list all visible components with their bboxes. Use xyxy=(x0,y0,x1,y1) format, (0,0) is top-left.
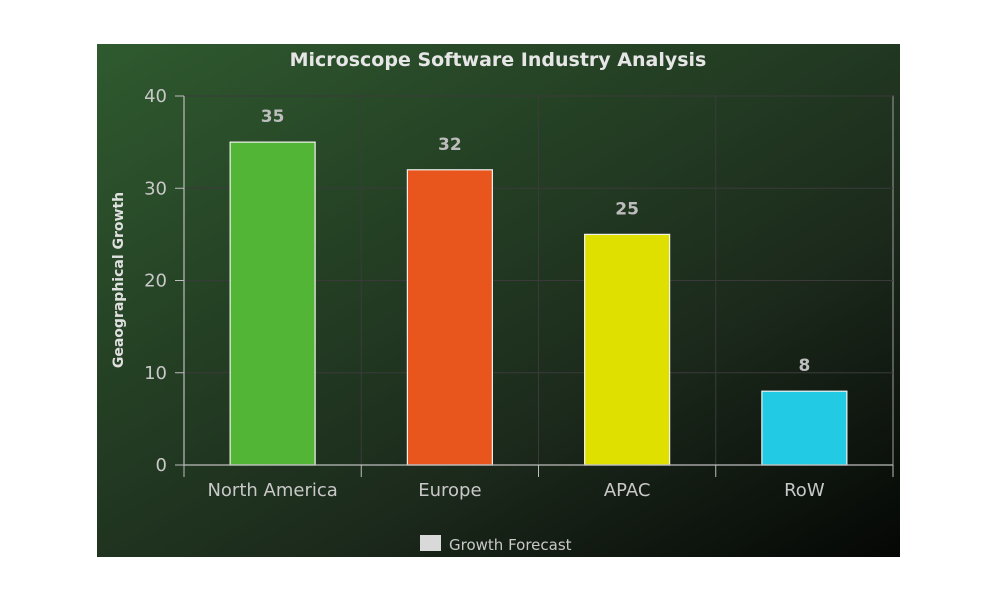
legend-swatch xyxy=(420,535,441,551)
bar xyxy=(406,169,493,466)
y-tick-label: 20 xyxy=(144,271,167,292)
legend: Growth Forecast xyxy=(420,535,572,554)
bar xyxy=(229,141,316,466)
y-tick-label: 40 xyxy=(144,86,167,107)
bars xyxy=(229,141,848,466)
chart-title: Microscope Software Industry Analysis xyxy=(290,49,707,71)
bar xyxy=(761,390,848,466)
x-tick-label: North America xyxy=(207,480,337,501)
axes: 0 10 20 30 40 North America Europe APAC RoW xyxy=(144,86,894,501)
data-label: 32 xyxy=(438,135,462,155)
y-tick-label: 30 xyxy=(144,178,167,199)
data-label: 8 xyxy=(798,356,810,376)
data-label: 25 xyxy=(615,199,639,219)
x-tick-label: RoW xyxy=(784,480,825,501)
bar-chart: Microscope Software Industry Analysis Ge… xyxy=(111,49,894,554)
y-axis-label: Geaographical Growth xyxy=(111,192,127,368)
y-tick-label: 0 xyxy=(156,455,167,476)
bar xyxy=(584,233,671,466)
data-labels: 35 32 25 8 xyxy=(261,107,811,376)
y-tick-label: 10 xyxy=(144,363,167,384)
x-tick-label: Europe xyxy=(418,480,481,501)
data-label: 35 xyxy=(261,107,285,127)
x-tick-label: APAC xyxy=(604,480,651,501)
legend-label: Growth Forecast xyxy=(449,536,572,554)
